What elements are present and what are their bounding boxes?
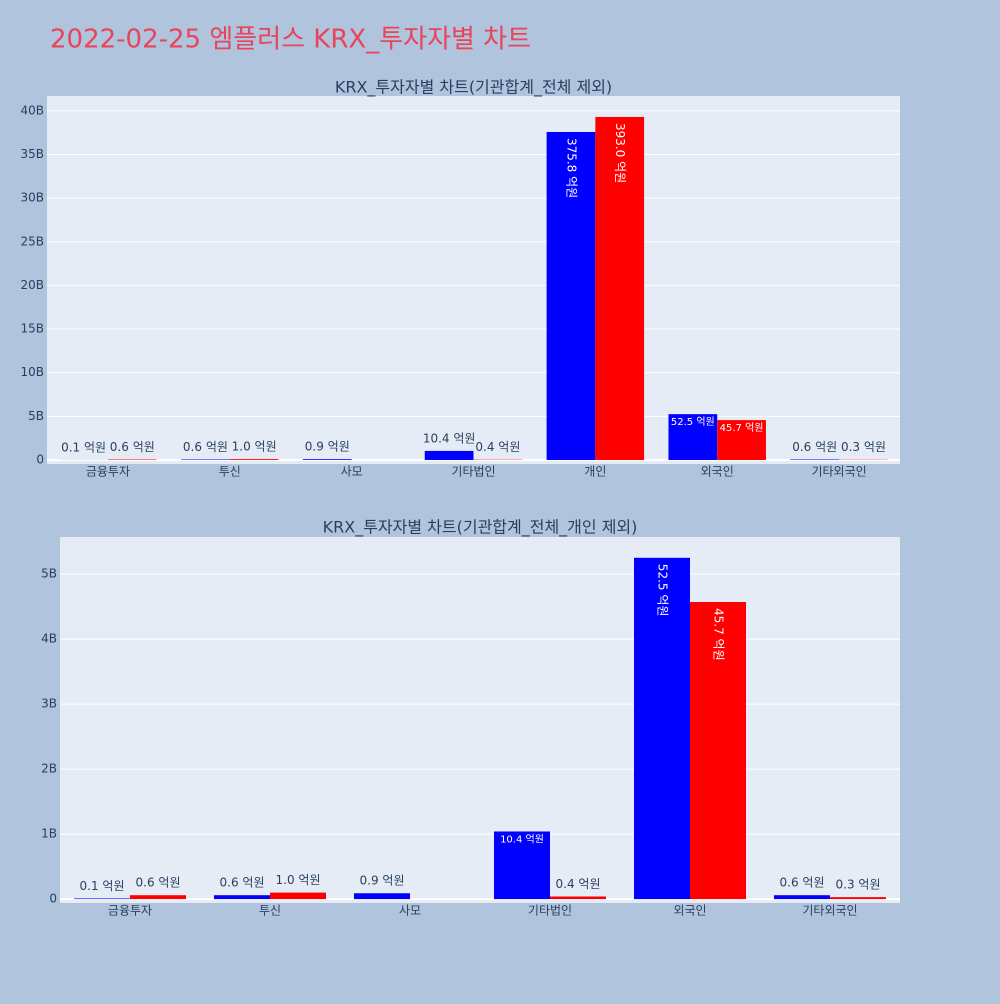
y-tick-label: 0 [36, 452, 44, 466]
bar [214, 895, 270, 899]
x-tick-label: 기타외국인 [811, 465, 866, 479]
y-tick-label: 3B [41, 697, 57, 711]
data-label: 1.0 억원 [232, 440, 277, 454]
data-label: 45.7 억원 [712, 608, 726, 661]
data-label: 0.6 억원 [220, 876, 265, 890]
x-tick-label: 외국인 [701, 465, 734, 479]
x-tick-label: 기타법인 [528, 904, 572, 918]
data-label: 0.3 억원 [836, 878, 881, 892]
data-label: 0.9 억원 [305, 440, 350, 454]
plot-area [47, 96, 900, 464]
bar [230, 459, 279, 460]
bar [303, 459, 352, 460]
data-label: 10.4 억원 [500, 833, 544, 845]
data-label: 0.1 억원 [61, 440, 106, 454]
data-label: 393.0 억원 [613, 123, 627, 183]
y-tick-label: 0 [49, 892, 57, 906]
x-tick-label: 금융투자 [108, 904, 152, 918]
bar [74, 898, 130, 899]
bar [425, 451, 474, 460]
x-tick-label: 투신 [219, 465, 241, 479]
bar [130, 895, 186, 899]
data-label: 1.0 억원 [276, 873, 321, 887]
x-tick-label: 사모 [399, 904, 421, 918]
y-tick-label: 40B [20, 103, 44, 117]
chart-title: KRX_투자자별 차트(기관합계_전체_개인 제외) [323, 518, 638, 538]
x-tick-label: 기타법인 [451, 465, 495, 479]
data-label: 0.9 억원 [360, 874, 405, 888]
y-tick-label: 5B [41, 567, 57, 581]
data-label: 0.3 억원 [841, 440, 886, 454]
data-label: 45.7 억원 [720, 422, 764, 434]
data-label: 0.6 억원 [792, 440, 837, 454]
x-tick-label: 기타외국인 [802, 904, 857, 918]
x-tick-label: 사모 [341, 465, 363, 479]
y-tick-label: 10B [20, 365, 44, 379]
chart-title: KRX_투자자별 차트(기관합계_전체 제외) [335, 78, 612, 98]
data-label: 375.8 억원 [564, 138, 578, 198]
bar [108, 459, 157, 460]
plot-area [60, 537, 900, 903]
y-tick-label: 5B [28, 409, 44, 423]
y-tick-label: 20B [20, 278, 44, 292]
data-label: 0.4 억원 [556, 877, 601, 891]
bar [354, 893, 410, 899]
x-tick-label: 투신 [259, 904, 281, 918]
bar [181, 459, 230, 460]
y-tick-label: 4B [41, 632, 57, 646]
data-label: 10.4 억원 [423, 431, 476, 445]
page-title: 2022-02-25 엠플러스 KRX_투자자별 차트 [50, 25, 531, 55]
data-label: 52.5 억원 [656, 564, 670, 617]
data-label: 0.4 억원 [475, 440, 520, 454]
data-label: 0.6 억원 [780, 876, 825, 890]
data-label: 0.6 억원 [110, 440, 155, 454]
y-tick-label: 1B [41, 827, 57, 841]
y-tick-label: 25B [20, 234, 44, 248]
y-tick-label: 35B [20, 147, 44, 161]
y-tick-label: 2B [41, 762, 57, 776]
data-label: 0.6 억원 [183, 440, 228, 454]
data-label: 0.6 억원 [136, 876, 181, 890]
bar [550, 896, 606, 899]
data-label: 52.5 억원 [671, 416, 715, 428]
bar [774, 895, 830, 899]
x-tick-label: 개인 [584, 465, 606, 479]
x-tick-label: 금융투자 [86, 465, 130, 479]
y-tick-label: 15B [20, 322, 44, 336]
data-label: 0.1 억원 [80, 879, 125, 893]
x-tick-label: 외국인 [673, 904, 706, 918]
bar [270, 893, 326, 900]
bar [790, 459, 839, 460]
bar [830, 897, 886, 899]
y-tick-label: 30B [20, 191, 44, 205]
